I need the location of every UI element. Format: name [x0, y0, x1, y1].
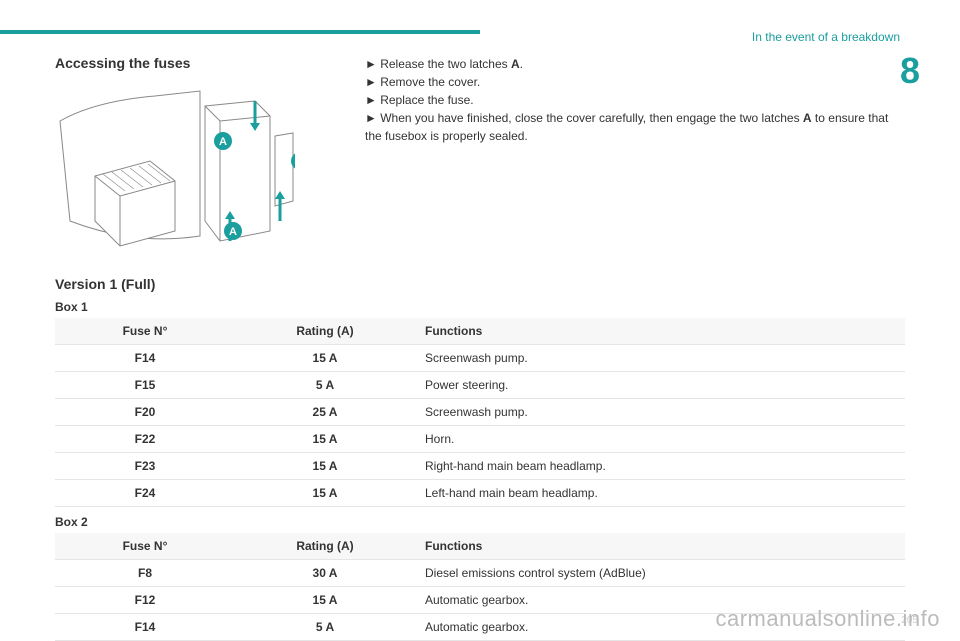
box2-label: Box 2 — [55, 515, 905, 529]
table-cell: 30 A — [235, 560, 415, 587]
table-cell: 15 A — [235, 480, 415, 507]
table-row: F2215 AHorn. — [55, 426, 905, 453]
table-cell: Right-hand main beam headlamp. — [415, 453, 905, 480]
table-cell: Screenwash pump. — [415, 399, 905, 426]
instruction-line: ► Replace the fuse. — [365, 91, 905, 109]
box1-label: Box 1 — [55, 300, 905, 314]
table-row: F2025 AScreenwash pump. — [55, 399, 905, 426]
triangle-right-icon: ► — [365, 111, 380, 125]
table-cell: F14 — [55, 345, 235, 372]
table-cell: F15 — [55, 372, 235, 399]
table-row: F830 ADiesel emissions control system (A… — [55, 560, 905, 587]
table-cell: Horn. — [415, 426, 905, 453]
table-row: F155 APower steering. — [55, 372, 905, 399]
table-cell: F22 — [55, 426, 235, 453]
table-cell: 15 A — [235, 426, 415, 453]
table-row: F1415 AScreenwash pump. — [55, 345, 905, 372]
table-cell: Screenwash pump. — [415, 345, 905, 372]
fusebox-diagram: AAA — [55, 81, 295, 256]
table-row: F2415 ALeft-hand main beam headlamp. — [55, 480, 905, 507]
table-cell: Diesel emissions control system (AdBlue) — [415, 560, 905, 587]
table-header: Fuse N° — [55, 533, 235, 560]
table-header: Rating (A) — [235, 533, 415, 560]
top-accent-bar — [0, 30, 480, 34]
instruction-line: ► Remove the cover. — [365, 73, 905, 91]
table-cell: F8 — [55, 560, 235, 587]
table-header: Fuse N° — [55, 318, 235, 345]
instruction-line: ► Release the two latches A. — [365, 55, 905, 73]
table-cell: 25 A — [235, 399, 415, 426]
left-column: Accessing the fuses AAA — [55, 55, 335, 256]
table-header: Functions — [415, 533, 905, 560]
table-cell: 5 A — [235, 372, 415, 399]
section-title: Accessing the fuses — [55, 55, 335, 71]
breadcrumb: In the event of a breakdown — [752, 30, 900, 44]
table-cell: F14 — [55, 614, 235, 641]
table-cell: F20 — [55, 399, 235, 426]
svg-text:A: A — [229, 226, 237, 238]
table-cell: F23 — [55, 453, 235, 480]
table-header: Functions — [415, 318, 905, 345]
table-cell: Left-hand main beam headlamp. — [415, 480, 905, 507]
triangle-right-icon: ► — [365, 93, 380, 107]
table-row: F2315 ARight-hand main beam headlamp. — [55, 453, 905, 480]
instruction-line: ► When you have finished, close the cove… — [365, 109, 905, 145]
table-cell: F24 — [55, 480, 235, 507]
table-cell: Power steering. — [415, 372, 905, 399]
table-header: Rating (A) — [235, 318, 415, 345]
page-content: Accessing the fuses AAA ► Release the tw… — [55, 55, 905, 641]
watermark: carmanualsonline.info — [715, 606, 940, 632]
table-cell: F12 — [55, 587, 235, 614]
triangle-right-icon: ► — [365, 57, 380, 71]
triangle-right-icon: ► — [365, 75, 380, 89]
box1-table: Fuse N°Rating (A)FunctionsF1415 AScreenw… — [55, 318, 905, 507]
version-title: Version 1 (Full) — [55, 276, 905, 292]
right-column: ► Release the two latches A.► Remove the… — [365, 55, 905, 256]
svg-text:A: A — [219, 136, 227, 148]
table-cell: 15 A — [235, 345, 415, 372]
table-cell: 15 A — [235, 587, 415, 614]
table-cell: 15 A — [235, 453, 415, 480]
table-cell: 5 A — [235, 614, 415, 641]
